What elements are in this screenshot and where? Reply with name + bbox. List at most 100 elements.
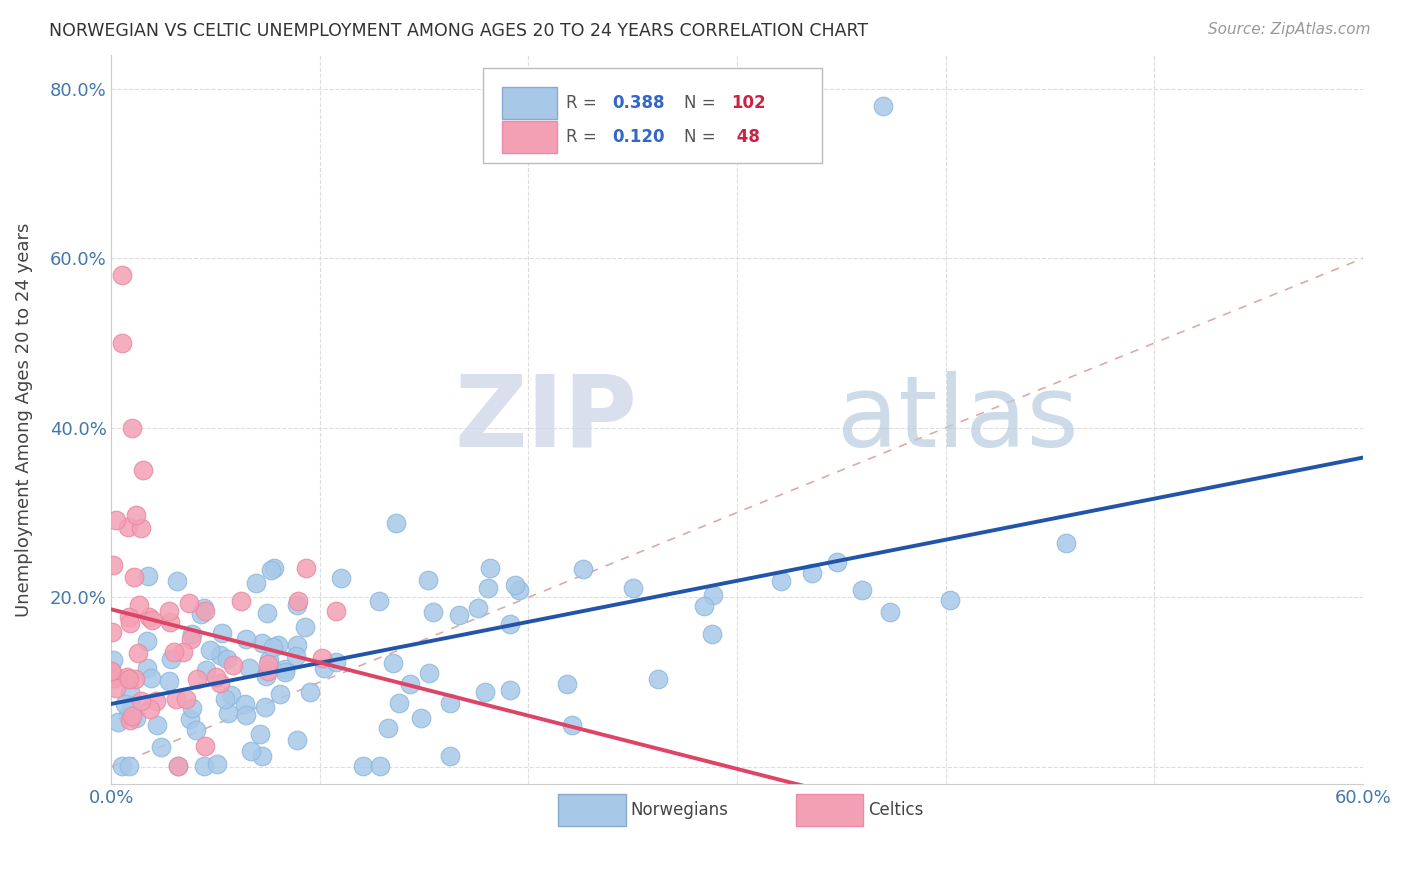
Point [252,636,274,650]
Text: N =: N = [685,128,721,146]
Point [111,268,134,283]
Point [141,614,163,628]
Point [879,605,901,619]
Point [398,677,420,691]
Point [377,722,399,736]
Point [111,758,134,772]
Point [180,632,202,646]
FancyBboxPatch shape [502,87,557,120]
Point [138,609,160,624]
Point [285,639,308,653]
Point [621,581,644,595]
Point [111,336,134,351]
Point [330,571,353,585]
Point [439,696,461,710]
Point [325,604,347,618]
Text: NORWEGIAN VS CELTIC UNEMPLOYMENT AMONG AGES 20 TO 24 YEARS CORRELATION CHART: NORWEGIAN VS CELTIC UNEMPLOYMENT AMONG A… [49,22,869,40]
Point [368,594,391,608]
Point [827,555,849,569]
Point [508,582,530,597]
Point [121,421,143,435]
Point [269,687,291,701]
Point [249,727,271,741]
Point [572,562,595,576]
Point [174,691,197,706]
Point [160,652,183,666]
Point [127,646,149,660]
Point [872,99,894,113]
Point [263,560,285,574]
Point [647,672,669,686]
Point [117,708,139,723]
Point [128,598,150,612]
Point [474,685,496,699]
Point [256,607,278,621]
Point [214,691,236,706]
Point [186,723,208,737]
Point [274,665,297,679]
Point [194,604,217,618]
Point [503,578,526,592]
Point [193,759,215,773]
Point [198,642,221,657]
Point [162,645,184,659]
Point [409,711,432,725]
Point [254,669,277,683]
Point [499,617,522,632]
Point [422,605,444,619]
Point [221,688,243,702]
Point [167,759,190,773]
Point [381,657,404,671]
Point [260,563,283,577]
Point [447,607,470,622]
Point [239,744,262,758]
Point [190,607,212,621]
FancyBboxPatch shape [502,121,557,153]
Point [287,593,309,607]
Point [136,660,159,674]
Point [388,696,411,710]
Point [352,759,374,773]
Point [118,713,141,727]
Point [851,583,873,598]
Point [295,561,318,575]
Text: ZIP: ZIP [454,371,637,468]
Point [193,600,215,615]
Point [124,710,146,724]
Point [117,520,139,534]
Point [145,718,167,732]
Point [194,739,217,753]
Point [101,625,124,640]
Point [235,708,257,723]
Point [138,702,160,716]
Point [114,697,136,711]
Point [157,674,180,689]
Point [217,652,239,666]
Point [262,640,284,655]
Point [499,682,522,697]
Point [314,661,336,675]
Point [107,714,129,729]
Point [257,657,280,672]
Text: 0.120: 0.120 [612,128,665,146]
Point [561,718,583,732]
Y-axis label: Unemployment Among Ages 20 to 24 years: Unemployment Among Ages 20 to 24 years [15,222,32,616]
Point [294,619,316,633]
Point [299,685,322,699]
Point [145,694,167,708]
Point [122,570,145,584]
Point [233,697,256,711]
Text: R =: R = [565,95,602,112]
Point [103,653,125,667]
Point [205,670,228,684]
Point [274,662,297,676]
Point [141,671,163,685]
FancyBboxPatch shape [796,794,863,826]
Point [129,521,152,535]
Point [179,713,201,727]
Point [285,599,308,613]
Point [167,759,190,773]
Point [477,582,499,596]
Point [285,648,308,663]
Point [235,632,257,647]
